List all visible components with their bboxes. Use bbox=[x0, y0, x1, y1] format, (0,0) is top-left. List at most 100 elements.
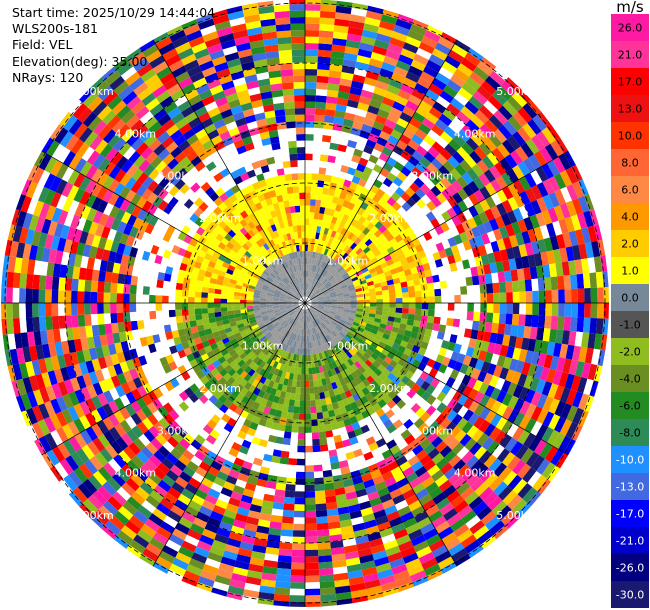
velocity-cell bbox=[354, 376, 363, 385]
velocity-cell bbox=[38, 289, 46, 303]
velocity-cell bbox=[376, 268, 384, 275]
velocity-cell bbox=[474, 235, 485, 247]
velocity-cell bbox=[320, 200, 327, 208]
velocity-cell bbox=[355, 258, 363, 265]
velocity-cell bbox=[355, 329, 363, 336]
velocity-cell bbox=[273, 593, 290, 602]
velocity-cell bbox=[464, 438, 477, 451]
velocity-cell bbox=[330, 297, 338, 301]
velocity-cell bbox=[383, 344, 392, 352]
velocity-cell bbox=[259, 303, 267, 306]
velocity-cell bbox=[506, 303, 513, 314]
velocity-cell bbox=[242, 589, 260, 599]
velocity-cell bbox=[595, 271, 604, 288]
velocity-cell bbox=[347, 358, 355, 367]
velocity-cell bbox=[340, 164, 350, 174]
velocity-cell bbox=[343, 293, 350, 297]
velocity-cell bbox=[311, 321, 315, 328]
velocity-cell bbox=[468, 193, 480, 206]
velocity-cell bbox=[543, 354, 553, 369]
velocity-cell bbox=[396, 171, 408, 182]
velocity-cell bbox=[305, 406, 311, 414]
velocity-cell bbox=[432, 251, 441, 261]
velocity-cell bbox=[434, 258, 444, 268]
velocity-cell bbox=[188, 290, 196, 298]
velocity-cell bbox=[368, 267, 377, 274]
velocity-cell bbox=[438, 526, 454, 540]
velocity-cell bbox=[468, 95, 484, 110]
velocity-cell bbox=[142, 303, 150, 312]
velocity-cell bbox=[315, 281, 321, 288]
velocity-cell bbox=[261, 572, 277, 581]
velocity-cell bbox=[496, 85, 512, 101]
velocity-cell bbox=[322, 469, 333, 478]
velocity-cell bbox=[336, 447, 346, 456]
velocity-cell bbox=[383, 55, 399, 67]
velocity-cell bbox=[305, 329, 307, 336]
velocity-cell bbox=[307, 283, 310, 291]
velocity-cell bbox=[536, 393, 548, 409]
velocity-cell bbox=[487, 252, 496, 264]
velocity-cell bbox=[391, 522, 406, 534]
velocity-cell bbox=[553, 248, 562, 264]
velocity-cell bbox=[412, 482, 426, 495]
velocity-cell bbox=[349, 181, 358, 191]
velocity-cell bbox=[274, 489, 286, 497]
velocity-cell bbox=[511, 221, 522, 235]
velocity-cell bbox=[272, 381, 279, 390]
velocity-cell bbox=[309, 307, 315, 313]
velocity-cell bbox=[411, 428, 423, 440]
velocity-cell bbox=[389, 444, 401, 455]
velocity-cell bbox=[416, 546, 432, 559]
velocity-cell bbox=[347, 239, 355, 248]
velocity-cell bbox=[422, 335, 431, 344]
velocity-cell bbox=[321, 193, 328, 202]
velocity-cell bbox=[343, 152, 354, 161]
velocity-cell bbox=[25, 317, 34, 333]
velocity-cell bbox=[330, 294, 337, 298]
velocity-cell bbox=[303, 315, 305, 323]
velocity-cell bbox=[395, 292, 403, 299]
velocity-cell bbox=[334, 18, 350, 27]
velocity-cell bbox=[447, 196, 458, 208]
velocity-cell bbox=[305, 153, 313, 161]
velocity-cell bbox=[476, 432, 490, 447]
velocity-cell bbox=[349, 401, 359, 410]
velocity-cell bbox=[313, 279, 318, 287]
velocity-cell bbox=[423, 349, 433, 359]
velocity-cell bbox=[414, 466, 428, 478]
velocity-cell bbox=[454, 429, 467, 443]
velocity-cell bbox=[330, 230, 337, 238]
velocity-cell bbox=[583, 210, 594, 228]
velocity-cell bbox=[363, 479, 375, 489]
velocity-cell bbox=[378, 224, 388, 234]
velocity-cell bbox=[465, 455, 479, 469]
velocity-cell bbox=[307, 277, 310, 284]
velocity-cell bbox=[402, 297, 409, 303]
velocity-cell bbox=[330, 422, 339, 431]
velocity-cell bbox=[472, 90, 488, 105]
velocity-cell bbox=[84, 303, 91, 315]
velocity-cell bbox=[392, 321, 401, 329]
velocity-cell bbox=[438, 324, 447, 333]
velocity-cell bbox=[278, 377, 285, 385]
velocity-cell bbox=[347, 457, 358, 467]
velocity-cell bbox=[512, 164, 525, 180]
velocity-cell bbox=[348, 93, 361, 103]
velocity-cell bbox=[426, 431, 439, 444]
velocity-cell bbox=[584, 194, 595, 211]
velocity-cell bbox=[555, 329, 564, 344]
velocity-cell bbox=[110, 292, 117, 303]
velocity-cell bbox=[361, 123, 373, 134]
velocity-cell bbox=[572, 244, 582, 261]
velocity-cell bbox=[316, 372, 322, 380]
velocity-cell bbox=[375, 33, 392, 44]
velocity-cell bbox=[334, 579, 350, 588]
velocity-cell bbox=[468, 496, 484, 511]
velocity-cell bbox=[415, 488, 429, 500]
velocity-cell bbox=[259, 585, 276, 594]
velocity-cell bbox=[556, 357, 566, 372]
velocity-cell bbox=[295, 354, 300, 362]
velocity-cell bbox=[496, 390, 507, 404]
velocity-cell bbox=[331, 269, 338, 276]
